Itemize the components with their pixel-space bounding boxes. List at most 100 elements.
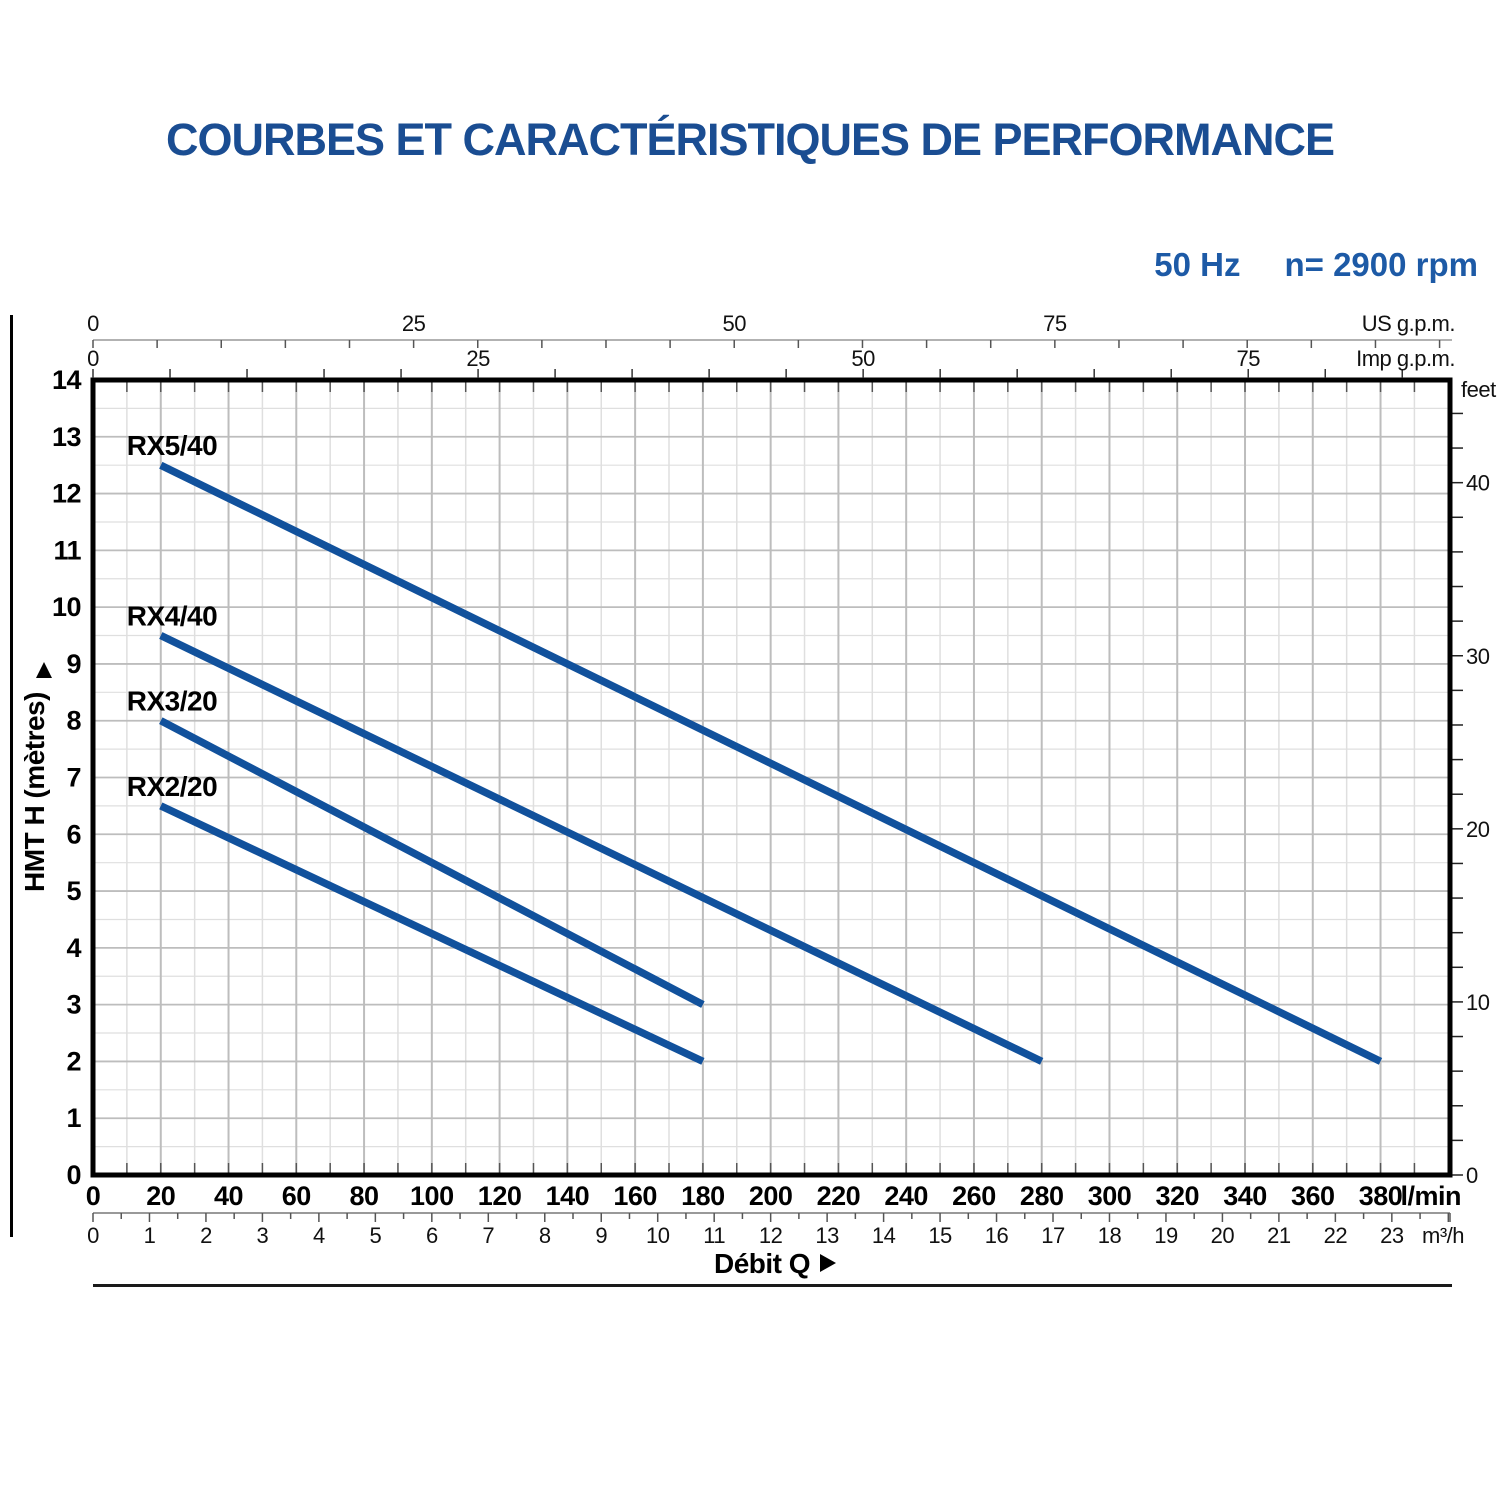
m3h-tick-label: 0 — [87, 1223, 99, 1248]
lmin-tick-label: 60 — [282, 1181, 311, 1211]
m3h-tick-label: 1 — [144, 1223, 156, 1248]
lmin-tick-label: 140 — [546, 1181, 590, 1211]
metres-tick-label: 14 — [52, 365, 82, 395]
metres-tick-label: 10 — [52, 592, 81, 622]
m3h-tick-label: 5 — [369, 1223, 381, 1248]
us-gpm-unit-label: US g.p.m. — [1362, 311, 1455, 336]
metres-tick-label: 5 — [66, 876, 81, 906]
page-title: COURBES ET CARACTÉRISTIQUES DE PERFORMAN… — [165, 114, 1335, 165]
lmin-unit-label: l/min — [1401, 1181, 1462, 1211]
m3h-tick-label: 8 — [539, 1223, 551, 1248]
metres-tick-label: 2 — [66, 1046, 81, 1076]
metres-tick-label: 6 — [66, 819, 81, 849]
imp-gpm-tick-label: 50 — [851, 346, 875, 371]
lmin-tick-label: 20 — [146, 1181, 175, 1211]
m3h-tick-label: 9 — [595, 1223, 607, 1248]
feet-unit-label: feet — [1461, 377, 1496, 402]
frequency-label: 50 Hz — [1154, 246, 1241, 283]
curve-rx4-40 — [159, 632, 1044, 1065]
metres-tick-label: 3 — [66, 990, 81, 1020]
lmin-tick-label: 80 — [350, 1181, 379, 1211]
m3h-tick-label: 18 — [1098, 1223, 1122, 1248]
lmin-tick-label: 320 — [1155, 1181, 1199, 1211]
imp-gpm-unit-label: Imp g.p.m. — [1356, 346, 1455, 371]
lmin-tick-label: 40 — [214, 1181, 243, 1211]
lmin-tick-label: 180 — [681, 1181, 725, 1211]
x-axis-right-arrow-icon — [820, 1254, 836, 1272]
m3h-unit-label: m³/h — [1422, 1223, 1464, 1248]
m3h-tick-label: 3 — [257, 1223, 269, 1248]
feet-tick-label: 30 — [1466, 644, 1490, 669]
m3h-tick-label: 19 — [1154, 1223, 1178, 1248]
m3h-tick-label: 11 — [703, 1223, 725, 1248]
bottom-rule — [93, 1284, 1452, 1287]
lmin-tick-label: 300 — [1088, 1181, 1132, 1211]
imp-gpm-tick-label: 75 — [1236, 346, 1260, 371]
m3h-tick-label: 17 — [1041, 1223, 1065, 1248]
m3h-tick-label: 13 — [815, 1223, 839, 1248]
metres-tick-label: 7 — [66, 763, 81, 793]
y-axis-title: HMT H (mètres) — [19, 692, 50, 892]
pump-curves: RX5/40 RX4/40 RX3/20 RX2/20 — [127, 430, 1383, 1065]
feet-tick-label: 10 — [1466, 990, 1490, 1015]
metres-tick-label: 0 — [66, 1160, 81, 1190]
curve-label: RX5/40 — [127, 430, 217, 461]
gridlines-major — [93, 380, 1450, 1175]
lmin-tick-label: 0 — [86, 1181, 101, 1211]
feet-tick-label: 20 — [1466, 817, 1490, 842]
lmin-tick-label: 280 — [1020, 1181, 1064, 1211]
axis-bottom-m3h: 0 1 2 3 4 5 6 7 8 9 10 11 12 13 14 15 16 17 18 19 20 21 22 23 m³… — [87, 1212, 1465, 1248]
x-axis-title: Débit Q — [714, 1248, 810, 1279]
feet-tick-label: 40 — [1466, 471, 1490, 496]
axis-top-us-gpm: 0 25 50 75 US g.p.m. — [87, 311, 1456, 348]
us-gpm-tick-label: 75 — [1043, 311, 1067, 336]
m3h-tick-label: 7 — [482, 1223, 494, 1248]
m3h-tick-label: 23 — [1380, 1223, 1404, 1248]
m3h-tick-label: 21 — [1267, 1223, 1291, 1248]
lmin-tick-label: 160 — [613, 1181, 657, 1211]
curve-rx3-20 — [159, 717, 705, 1008]
lmin-tick-label: 240 — [884, 1181, 928, 1211]
plot-frame — [90, 377, 1453, 1178]
metres-tick-label: 11 — [53, 535, 81, 565]
axis-top-imp-gpm: 0 25 50 75 Imp g.p.m. — [87, 346, 1456, 378]
curve-rx5-40 — [159, 461, 1383, 1065]
m3h-tick-label: 2 — [200, 1223, 212, 1248]
lmin-tick-label: 200 — [749, 1181, 793, 1211]
m3h-tick-label: 12 — [759, 1223, 783, 1248]
m3h-tick-label: 10 — [646, 1223, 670, 1248]
metres-tick-label: 13 — [52, 422, 82, 452]
m3h-tick-label: 20 — [1211, 1223, 1235, 1248]
lmin-tick-label: 220 — [817, 1181, 861, 1211]
imp-gpm-tick-label: 25 — [466, 346, 490, 371]
metres-tick-label: 4 — [66, 933, 81, 963]
page-rules — [10, 315, 1452, 1287]
plot-border — [90, 377, 1453, 1178]
us-gpm-tick-label: 0 — [87, 311, 99, 336]
lmin-tick-label: 380 — [1359, 1181, 1403, 1211]
curve-label: RX4/40 — [127, 601, 217, 632]
metres-tick-label: 12 — [52, 479, 81, 509]
y-axis-up-arrow-icon — [36, 662, 52, 678]
metres-tick-label: 1 — [66, 1103, 81, 1133]
lmin-tick-label: 360 — [1291, 1181, 1335, 1211]
us-gpm-tick-label: 50 — [722, 311, 746, 336]
condition-labels: 50 Hz n= 2900 rpm — [1154, 246, 1478, 284]
axis-bottom-lmin: 0 20 40 60 80 100 120 140 160 180 200 220 240 260 280 3… — [86, 1181, 1462, 1279]
left-rule — [10, 315, 13, 1237]
lmin-tick-label: 120 — [478, 1181, 522, 1211]
m3h-tick-label: 15 — [928, 1223, 952, 1248]
curve-rx2-20 — [159, 802, 705, 1065]
metres-tick-label: 9 — [66, 649, 81, 679]
m3h-tick-label: 6 — [426, 1223, 438, 1248]
speed-label: n= 2900 rpm — [1284, 246, 1478, 283]
metres-tick-label: 8 — [66, 706, 81, 736]
m3h-tick-label: 4 — [313, 1223, 325, 1248]
lmin-tick-label: 100 — [410, 1181, 454, 1211]
curve-label: RX3/20 — [127, 686, 217, 717]
imp-gpm-tick-label: 0 — [87, 346, 99, 371]
curve-label: RX2/20 — [127, 771, 217, 802]
